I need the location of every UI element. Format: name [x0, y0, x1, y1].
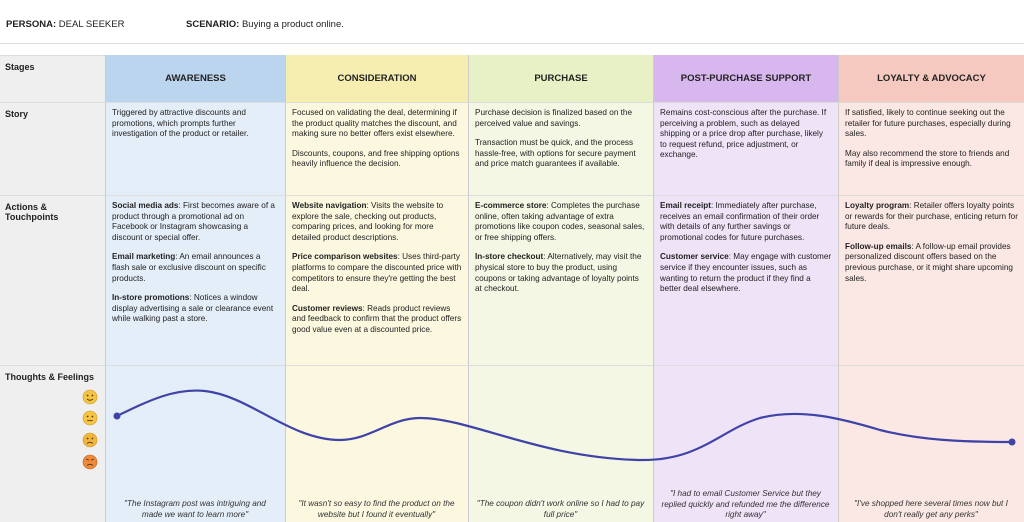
- persona-label: PERSONA:: [6, 19, 57, 30]
- touchpoint-label: Website navigation: [292, 201, 367, 210]
- thoughts-cell: [468, 365, 653, 522]
- touchpoint-text: : Completes the purchase online, often t…: [475, 201, 645, 242]
- touchpoint: Customer reviews: Reads product reviews …: [292, 304, 462, 336]
- touchpoint-text: : Notices a window display advertising a…: [112, 293, 274, 324]
- touchpoint-text: : Immediately after purchase, receives a…: [660, 201, 820, 242]
- thoughts-cell: [285, 365, 468, 522]
- touchpoint: Website navigation: Visits the website t…: [292, 201, 462, 243]
- quote: "I had to email Customer Service but the…: [661, 489, 830, 520]
- scenario: SCENARIO: Buying a product online.: [186, 19, 344, 30]
- stage-header: PURCHASE: [468, 55, 653, 102]
- touchpoint-text: : First becomes aware of a product throu…: [112, 201, 275, 242]
- touchpoint: E-commerce store: Completes the purchase…: [475, 201, 647, 243]
- stage-header: AWARENESS: [105, 55, 285, 102]
- scenario-label: SCENARIO:: [186, 19, 240, 30]
- touchpoint-text: : A follow-up email provides personalize…: [845, 241, 1013, 283]
- touchpoint-label: In-store checkout: [475, 252, 544, 262]
- quote: "It wasn't so easy to find the product o…: [298, 499, 455, 519]
- touchpoint-label: Email marketing: [112, 252, 176, 262]
- touchpoint-label: Price comparison websites: [292, 252, 398, 262]
- row-label: Actions & Touchpoints: [0, 195, 105, 365]
- touchpoint-label: Customer reviews: [292, 303, 363, 313]
- thoughts-cell: [838, 365, 1024, 522]
- curve-start: [113, 412, 121, 420]
- story-text: If satisfied, likely to continue seeking…: [845, 108, 1011, 139]
- row-label: Stages: [0, 55, 105, 102]
- touchpoint: In-store promotions: Notices a window di…: [112, 293, 279, 325]
- story-text: Triggered by attractive discounts and pr…: [112, 108, 249, 139]
- emoji-angry: [82, 454, 98, 470]
- touchpoint: Social media ads: First becomes aware of…: [112, 201, 279, 243]
- touchpoint-label: In-store promotions: [112, 293, 190, 303]
- touchpoint: In-store checkout: Alternatively, may vi…: [475, 252, 647, 294]
- actions-cell: E-commerce store: Completes the purchase…: [468, 195, 653, 365]
- touchpoint-label: Email receipt: [660, 201, 711, 210]
- touchpoint: Loyalty program: Retailer offers loyalty…: [845, 201, 1018, 233]
- story-cell: Triggered by attractive discounts and pr…: [105, 102, 285, 195]
- touchpoint: Email marketing: An email announces a fl…: [112, 252, 279, 284]
- quote: "The Instagram post was intriguing and m…: [124, 499, 266, 519]
- stage-header: CONSIDERATION: [285, 55, 468, 102]
- quote: "The coupon didn't work online so I had …: [476, 499, 645, 519]
- divider: [0, 43, 1024, 44]
- emoji-sad: [82, 432, 98, 448]
- story-cell: Remains cost-conscious after the purchas…: [653, 102, 838, 195]
- touchpoint-text: : Uses third-party platforms to compare …: [292, 252, 462, 294]
- emoji-scale: [82, 389, 98, 470]
- actions-cell: Social media ads: First becomes aware of…: [105, 195, 285, 365]
- actions-cell: Loyalty program: Retailer offers loyalty…: [838, 195, 1024, 365]
- touchpoint-label: Loyalty program: [845, 201, 910, 210]
- touchpoint: Price comparison websites: Uses third-pa…: [292, 252, 462, 294]
- scenario-value: Buying a product online.: [241, 19, 344, 30]
- emoji-happy: [82, 389, 98, 405]
- story-cell: Purchase decision is finalized based on …: [468, 102, 653, 195]
- touchpoint-label: E-commerce store: [475, 201, 547, 210]
- story-cell: Focused on validating the deal, determin…: [285, 102, 468, 195]
- story-text: May also recommend the store to friends …: [845, 148, 1010, 169]
- stage-header: LOYALTY & ADVOCACY: [838, 55, 1024, 102]
- story-text: Focused on validating the deal, determin…: [292, 108, 457, 139]
- emotion-curve: [116, 389, 1013, 462]
- touchpoint: Email receipt: Immediately after purchas…: [660, 201, 832, 243]
- persona: PERSONA: DEAL SEEKER: [6, 19, 124, 30]
- touchpoint-label: Social media ads: [112, 201, 179, 210]
- touchpoint-text: : May engage with customer service if th…: [660, 252, 832, 294]
- curve-end: [1008, 438, 1016, 446]
- touchpoint-text: : An email announces a flash sale or exc…: [112, 252, 266, 283]
- touchpoint: Customer service: May engage with custom…: [660, 252, 832, 294]
- persona-value: DEAL SEEKER: [58, 19, 125, 30]
- touchpoint-text: : Reads product reviews and feedback to …: [292, 303, 462, 334]
- quote: "I've shopped here several times now but…: [854, 499, 1008, 519]
- stage-header: POST-PURCHASE SUPPORT: [653, 55, 838, 102]
- story-text: Transaction must be quick, and the proce…: [475, 138, 636, 169]
- actions-cell: Website navigation: Visits the website t…: [285, 195, 468, 365]
- story-cell: If satisfied, likely to continue seeking…: [838, 102, 1024, 195]
- touchpoint: Follow-up emails: A follow-up email prov…: [845, 242, 1018, 284]
- row-label: Story: [0, 102, 105, 195]
- thoughts-cell: [105, 365, 285, 522]
- story-text: Remains cost-conscious after the purchas…: [660, 108, 827, 160]
- touchpoint-text: : Alternatively, may visit the physical …: [475, 252, 642, 294]
- emoji-neutral: [82, 410, 98, 426]
- touchpoint-label: Follow-up emails: [845, 241, 912, 251]
- story-text: Discounts, coupons, and free shipping op…: [292, 148, 460, 169]
- story-text: Purchase decision is finalized based on …: [475, 108, 633, 128]
- thoughts-cell: [653, 365, 838, 522]
- touchpoint-label: Customer service: [660, 252, 729, 262]
- touchpoint-text: : Retailer offers loyalty points or rewa…: [845, 201, 1018, 232]
- touchpoint-text: : Visits the website to explore the sale…: [292, 201, 444, 242]
- actions-cell: Email receipt: Immediately after purchas…: [653, 195, 838, 365]
